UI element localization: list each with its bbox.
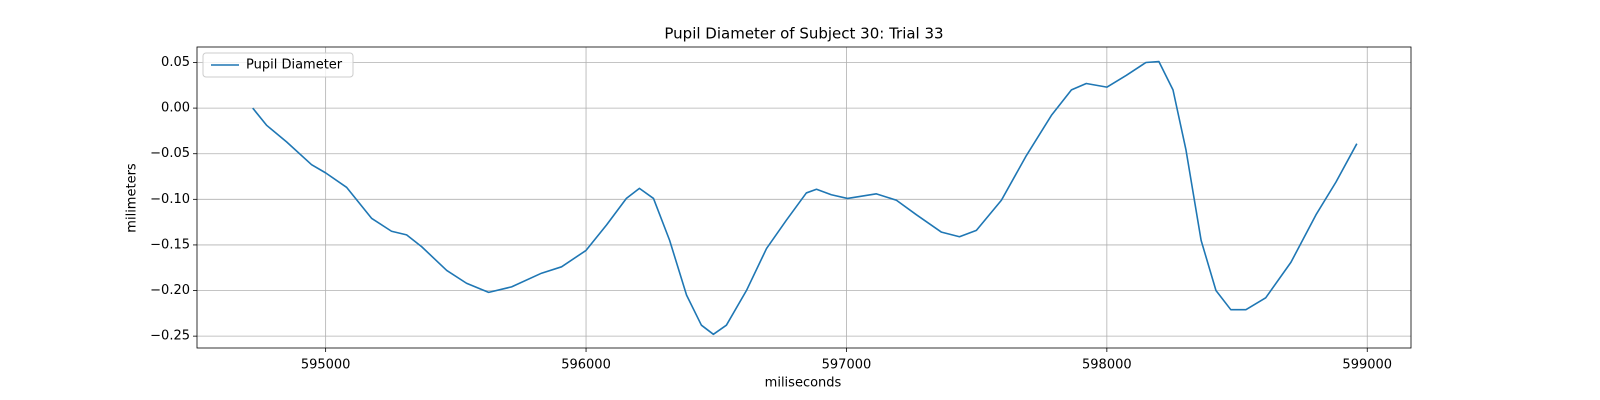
x-tick-label: 596000 bbox=[561, 358, 611, 373]
y-tick-label: −0.05 bbox=[150, 146, 190, 161]
x-tick-label: 599000 bbox=[1342, 358, 1392, 373]
x-axis-label: miliseconds bbox=[765, 376, 842, 391]
y-tick-label: −0.10 bbox=[150, 192, 190, 207]
y-tick-label: 0.00 bbox=[161, 101, 190, 116]
legend-label: Pupil Diameter bbox=[246, 58, 343, 73]
x-tick-label: 598000 bbox=[1082, 358, 1132, 373]
y-tick-label: −0.25 bbox=[150, 329, 190, 344]
y-tick-label: −0.15 bbox=[150, 237, 190, 252]
y-axis-label: milimeters bbox=[125, 163, 140, 233]
plot-frame bbox=[196, 46, 1412, 349]
data-line bbox=[252, 60, 1358, 336]
x-tick-label: 595000 bbox=[301, 358, 351, 373]
chart-title: Pupil Diameter of Subject 30: Trial 33 bbox=[664, 25, 943, 43]
y-tick-label: 0.05 bbox=[161, 55, 190, 70]
legend-box bbox=[202, 52, 354, 78]
y-tick-label: −0.20 bbox=[150, 283, 190, 298]
x-tick-label: 597000 bbox=[822, 358, 872, 373]
